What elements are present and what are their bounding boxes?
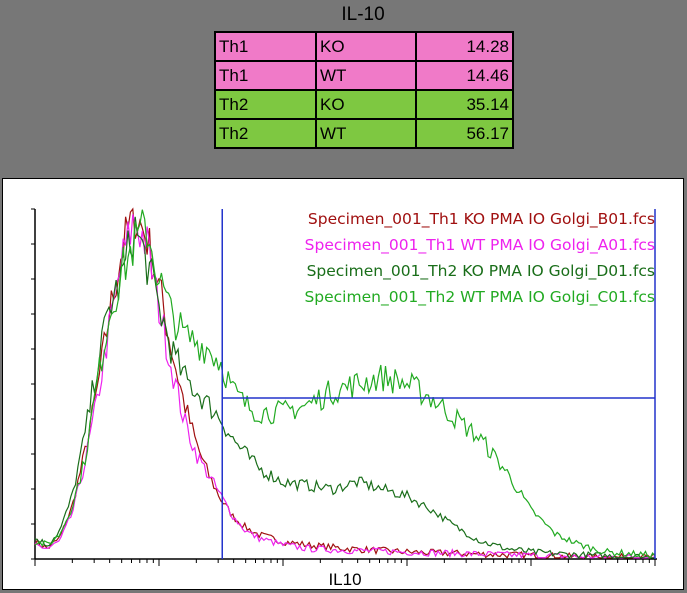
histogram-series-3 [34, 216, 655, 560]
genotype-cell: WT [315, 118, 417, 149]
value-cell: 14.28 [415, 31, 514, 62]
table-title: IL-10 [341, 4, 385, 25]
group-cell: Th1 [214, 60, 317, 91]
genotype-cell: KO [315, 89, 417, 120]
legend-entry: Specimen_001_Th1 KO PMA IO Golgi_B01.fcs [308, 210, 655, 229]
group-cell: Th2 [214, 89, 317, 120]
genotype-cell: WT [315, 60, 417, 91]
x-axis-label: IL10 [328, 570, 361, 589]
group-cell: Th2 [214, 118, 317, 149]
value-cell: 35.14 [415, 89, 514, 120]
histogram-series-4 [34, 209, 656, 559]
value-cell: 14.46 [415, 60, 514, 91]
table-row: Th1 WT 14.46 [214, 60, 514, 91]
histogram-chart: Specimen_001_Th1 KO PMA IO Golgi_B01.fcs… [31, 207, 657, 589]
genotype-cell: KO [315, 31, 417, 62]
legend-entry: Specimen_001_Th1 WT PMA IO Golgi_A01.fcs [305, 236, 655, 255]
legend-entry: Specimen_001_Th2 KO PMA IO Golgi_D01.fcs [307, 262, 655, 281]
stats-table: Th1 KO 14.28 Th1 WT 14.46 Th2 KO 35.14 T… [214, 31, 514, 149]
table-row: Th2 WT 56.17 [214, 118, 514, 149]
legend-entry: Specimen_001_Th2 WT PMA IO Golgi_C01.fcs [304, 288, 655, 307]
table-row: Th1 KO 14.28 [214, 31, 514, 62]
table-row: Th2 KO 35.14 [214, 89, 514, 120]
histogram-panel: Specimen_001_Th1 KO PMA IO Golgi_B01.fcs… [2, 178, 684, 590]
value-cell: 56.17 [415, 118, 514, 149]
group-cell: Th1 [214, 31, 317, 62]
